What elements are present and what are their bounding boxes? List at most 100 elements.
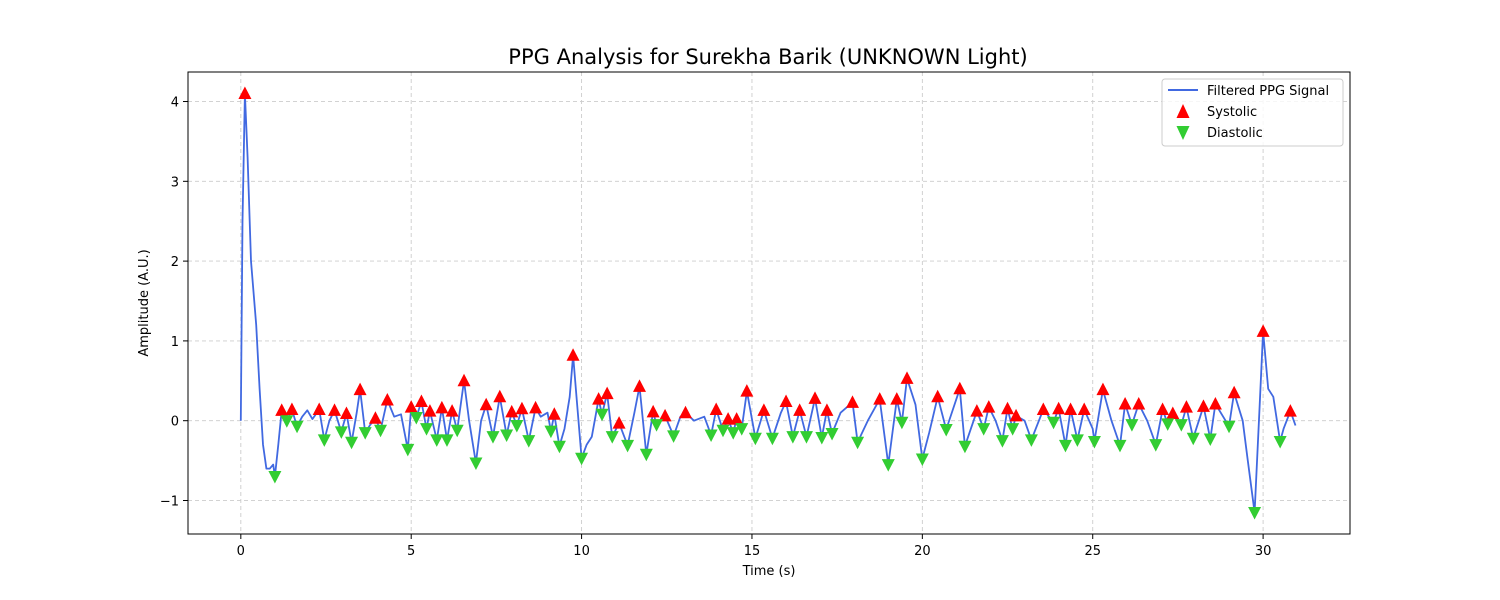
diastolic-point-marker (1058, 439, 1072, 453)
diastolic-point-marker (639, 448, 653, 462)
systolic-peak-marker (368, 411, 382, 424)
diastolic-point-marker (358, 427, 372, 440)
diastolic-point-marker (667, 430, 681, 443)
legend: Filtered PPG Signal Systolic Diastolic (1161, 78, 1344, 147)
systolic-peak-marker (312, 402, 326, 416)
diastolic-point-marker (420, 423, 434, 436)
diastolic-point-marker (500, 429, 514, 443)
systolic-peak-marker (423, 404, 437, 417)
systolic-peak-marker (779, 394, 793, 408)
diastolic-point-marker (486, 431, 500, 444)
diastolic-point-marker (1273, 435, 1287, 449)
systolic-peak-marker (740, 384, 754, 397)
diastolic-point-marker (1024, 434, 1038, 447)
diastolic-point-marker (450, 424, 464, 438)
diastolic-point-marker (1248, 506, 1262, 520)
diastolic-point-marker (726, 427, 740, 440)
systolic-peak-marker (1156, 402, 1170, 416)
diastolic-point-marker (374, 424, 388, 438)
systolic-peak-marker (873, 392, 887, 405)
diastolic-point-marker (650, 419, 664, 432)
systolic-peak-marker (970, 404, 984, 417)
systolic-peak-marker (1196, 399, 1210, 412)
x-tick-label: 15 (744, 544, 761, 559)
systolic-peak-marker (285, 402, 299, 416)
diastolic-point-marker (825, 427, 839, 441)
systolic-peak-marker (1283, 404, 1297, 417)
diastolic-point-marker (1070, 434, 1084, 447)
systolic-peak-marker (612, 416, 626, 429)
legend-label-diastolic: Diastolic (1207, 126, 1263, 141)
systolic-peak-marker (1036, 402, 1050, 416)
systolic-peak-marker (757, 403, 771, 416)
diastolic-point-marker (469, 457, 483, 470)
legend-systolic-marker (1176, 104, 1190, 118)
diastolic-point-marker (575, 452, 589, 466)
y-tick-label: 4 (171, 96, 179, 111)
diastolic-point-marker (430, 434, 444, 447)
systolic-peak-marker (238, 86, 252, 100)
systolic-peak-marker (1227, 385, 1241, 399)
systolic-peak-marker (1256, 324, 1270, 337)
diastolic-point-marker (1113, 439, 1127, 453)
systolic-peak-marker (1096, 382, 1110, 396)
diastolic-point-marker (799, 431, 813, 444)
systolic-peak-marker (600, 386, 614, 400)
systolic-peak-marker (1009, 408, 1023, 422)
diastolic-point-marker (317, 434, 331, 447)
x-tick-label: 20 (914, 544, 931, 559)
systolic-peak-marker (529, 400, 543, 414)
diastolic-point-marker (1125, 419, 1139, 432)
diastolic-point-marker (786, 431, 800, 444)
systolic-peak-marker (646, 404, 660, 418)
x-tick-label: 0 (237, 544, 245, 559)
systolic-peak-marker (353, 382, 367, 396)
diastolic-point-marker (765, 432, 779, 446)
diastolic-point-marker (1087, 435, 1101, 449)
diastolic-point-marker (977, 423, 991, 436)
x-tick-label: 10 (573, 544, 590, 559)
systolic-peak-marker (900, 371, 914, 384)
diastolic-point-marker (716, 424, 730, 438)
diastolic-point-marker (735, 423, 749, 436)
diastolic-point-marker (704, 429, 718, 443)
systolic-peak-marker (1001, 401, 1015, 415)
y-tick-label: −1 (160, 494, 179, 509)
grid-lines (188, 72, 1350, 534)
systolic-peak-marker (328, 403, 342, 416)
plot-frame (187, 71, 1351, 535)
y-tick-label: 1 (171, 335, 179, 350)
systolic-peak-marker (404, 400, 418, 413)
diastolic-point-marker (605, 431, 619, 444)
diastolic-point-marker (522, 435, 536, 448)
diastolic-point-marker (895, 416, 909, 430)
systolic-peak-marker (493, 389, 507, 403)
diastolic-point-marker (345, 436, 359, 450)
systolic-peak-marker (1052, 401, 1066, 415)
legend-label-signal: Filtered PPG Signal (1207, 84, 1329, 99)
systolic-peak-marker (457, 373, 471, 387)
systolic-peak-marker (339, 406, 353, 420)
systolic-peak-marker (1166, 406, 1180, 420)
diastolic-point-marker (409, 412, 423, 425)
diastolic-point-marker (290, 420, 304, 434)
systolic-peak-marker (633, 379, 647, 392)
systolic-peak-marker (1077, 402, 1091, 416)
diastolic-point-marker (881, 459, 895, 472)
systolic-peak-marker (380, 392, 394, 406)
diastolic-point-marker (1006, 423, 1020, 436)
diastolic-point-marker (939, 423, 953, 437)
systolic-peak-marker (721, 412, 735, 425)
systolic-peak-marker (414, 394, 428, 408)
systolic-peak-marker (982, 400, 996, 413)
diastolic-point-marker (595, 408, 609, 422)
systolic-peak-marker (1064, 402, 1078, 416)
diastolic-point-marker (621, 439, 635, 453)
x-tick-label: 30 (1255, 544, 1272, 559)
systolic-peak-marker (547, 407, 561, 420)
systolic-peak-marker (679, 405, 693, 419)
systolic-peak-marker (505, 404, 519, 418)
systolic-peak-marker (931, 389, 945, 403)
diastolic-point-marker (334, 426, 348, 439)
systolic-peak-marker (808, 391, 822, 404)
